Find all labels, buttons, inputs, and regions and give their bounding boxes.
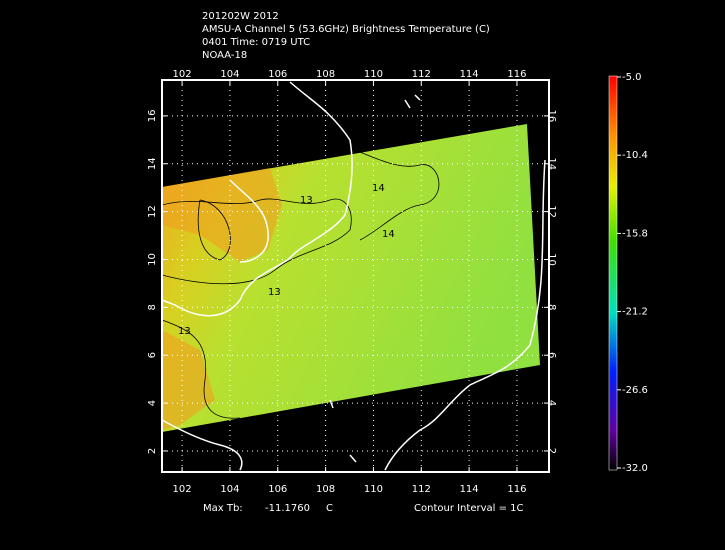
x-tick-label: 102 — [173, 69, 192, 80]
colorbar-tick-label: -26.6 — [622, 385, 648, 396]
x-tick-label: 104 — [220, 69, 239, 80]
x-tick-label: 114 — [460, 484, 479, 495]
header-line: 0401 Time: 0719 UTC — [202, 37, 310, 48]
contour-interval: Contour Interval = 1C — [414, 503, 524, 514]
grid — [162, 80, 549, 472]
colorbar-tick-label: -15.8 — [622, 228, 648, 239]
y-tick-label: 14 — [147, 157, 158, 170]
y-tick-label: 12 — [546, 205, 557, 218]
header-line: NOAA-18 — [202, 50, 247, 61]
x-tick-label: 104 — [220, 484, 239, 495]
x-tick-label: 114 — [460, 69, 479, 80]
x-tick-label: 108 — [316, 484, 335, 495]
warm-region — [162, 168, 282, 262]
y-tick-label: 8 — [546, 304, 557, 310]
y-tick-label: 2 — [546, 448, 557, 454]
footer: Max Tb: -11.1760 C Contour Interval = 1C — [203, 503, 524, 514]
y-tick-label: 14 — [546, 157, 557, 170]
colorbar-tick-label: -32.0 — [622, 463, 648, 474]
colorbar-tick-label: -5.0 — [622, 72, 642, 83]
ticks: 1021021041041061061081081101101121121141… — [147, 69, 648, 495]
data-swath — [162, 124, 540, 432]
x-tick-label: 106 — [268, 69, 287, 80]
x-tick-label: 106 — [268, 484, 287, 495]
y-tick-label: 6 — [147, 352, 158, 358]
y-tick-label: 12 — [147, 205, 158, 218]
contours — [161, 149, 440, 419]
colorbar-tick-label: -21.2 — [622, 307, 648, 318]
colorbar-tick-label: -10.4 — [622, 150, 648, 161]
y-tick-label: 4 — [147, 400, 158, 406]
header-line: AMSU-A Channel 5 (53.6GHz) Brightness Te… — [202, 24, 490, 35]
x-tick-label: 116 — [507, 69, 526, 80]
x-tick-label: 110 — [364, 484, 383, 495]
y-tick-label: 6 — [546, 352, 557, 358]
contour-label: 13 — [268, 287, 281, 298]
y-tick-label: 10 — [147, 253, 158, 266]
contour-label: 13 — [300, 195, 313, 206]
y-tick-label: 16 — [147, 110, 158, 123]
y-tick-label: 16 — [546, 110, 557, 123]
x-tick-label: 102 — [173, 484, 192, 495]
header-line: 201202W 2012 — [202, 11, 279, 22]
y-tick-label: 8 — [147, 304, 158, 310]
x-tick-label: 108 — [316, 69, 335, 80]
max-tb-value: -11.1760 — [265, 503, 310, 514]
y-tick-label: 2 — [147, 448, 158, 454]
max-tb-label: Max Tb: — [203, 503, 243, 514]
coastline — [161, 81, 546, 471]
y-tick-label: 10 — [546, 253, 557, 266]
max-tb-unit: C — [326, 503, 333, 514]
header: 201202W 2012 AMSU-A Channel 5 (53.6GHz) … — [202, 11, 490, 61]
x-tick-label: 112 — [412, 69, 431, 80]
contour-label: 14 — [372, 183, 385, 194]
contour-label: 13 — [178, 326, 191, 337]
contour-label: 14 — [382, 229, 395, 240]
warm-region — [162, 330, 215, 430]
x-tick-label: 110 — [364, 69, 383, 80]
x-tick-label: 112 — [412, 484, 431, 495]
x-tick-label: 116 — [507, 484, 526, 495]
colorbar — [608, 75, 618, 471]
map-frame — [161, 79, 550, 473]
y-tick-label: 4 — [546, 400, 557, 406]
